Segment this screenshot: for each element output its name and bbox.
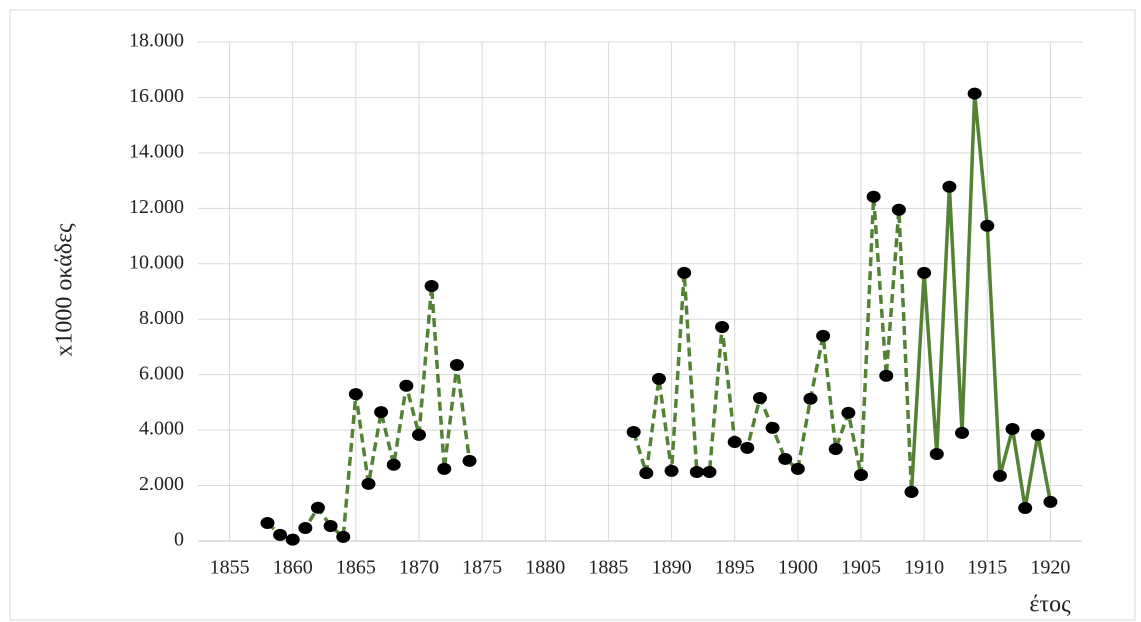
marker [715, 320, 730, 333]
marker [336, 530, 351, 543]
marker [929, 447, 944, 460]
marker [310, 501, 325, 514]
marker [437, 462, 452, 475]
y-tick-label: 2.000 [139, 473, 184, 495]
y-axis-label: x1000 οκάδες [52, 223, 78, 357]
y-tick-label: 4.000 [139, 418, 184, 440]
line [909, 93, 1053, 509]
marker [904, 485, 919, 498]
marker [626, 426, 641, 439]
x-tick-label: 1880 [525, 557, 565, 579]
x-tick-label: 1860 [273, 557, 313, 579]
marker [765, 421, 780, 434]
frame [9, 9, 1136, 621]
marker [285, 533, 300, 546]
x-tick-label: 1870 [399, 557, 439, 579]
marker [689, 465, 704, 478]
x-tick-label: 1910 [904, 557, 944, 579]
marker [677, 266, 692, 279]
marker [866, 190, 881, 203]
marker [828, 442, 843, 455]
marker [992, 469, 1007, 482]
marker [967, 87, 982, 100]
marker [854, 469, 868, 482]
marker [891, 203, 906, 216]
x-tick-label: 1900 [778, 557, 818, 579]
x-tick-label: 1855 [210, 557, 250, 579]
marker [412, 428, 426, 441]
marker [664, 464, 679, 477]
x-tick-label: 1865 [336, 557, 376, 579]
x-tick-label: 1890 [652, 557, 692, 579]
marker [727, 436, 742, 449]
marker [778, 452, 793, 465]
x-tick-label: 1875 [462, 557, 502, 579]
marker [651, 372, 666, 385]
marker [879, 369, 894, 382]
marker [1030, 428, 1045, 441]
marker [1018, 502, 1033, 515]
marker [374, 406, 389, 419]
marker [1005, 423, 1020, 436]
marker [942, 180, 957, 193]
marker [348, 388, 363, 401]
marker [273, 528, 288, 541]
marker [462, 454, 477, 467]
y-tick-label: 16.000 [129, 85, 184, 107]
marker [980, 219, 995, 232]
marker [803, 392, 818, 405]
marker [361, 477, 376, 490]
x-tick-label: 1885 [588, 557, 628, 579]
marker [955, 426, 970, 439]
marker [639, 467, 654, 480]
marker [449, 358, 464, 371]
marker [752, 391, 767, 404]
marker [399, 379, 414, 392]
marker [841, 406, 856, 419]
x-tick-label: 1895 [715, 557, 755, 579]
x-tick-label: 1920 [1030, 557, 1070, 579]
x-tick-label: 1905 [841, 557, 881, 579]
y-tick-label: 0 [174, 529, 184, 551]
marker [298, 521, 313, 534]
x-tick-label: 1915 [967, 557, 1007, 579]
marker [790, 462, 805, 475]
y-tick-label: 6.000 [139, 362, 184, 384]
marker [1043, 495, 1058, 508]
y-tick-label: 18.000 [129, 30, 184, 52]
marker [260, 516, 275, 529]
y-tick-label: 14.000 [129, 140, 184, 162]
marker [424, 279, 439, 292]
y-tick-label: 10.000 [129, 251, 184, 273]
marker [917, 266, 932, 279]
y-tick-label: 12.000 [129, 196, 184, 218]
y-tick-label: 8.000 [139, 307, 184, 329]
marker [386, 458, 401, 471]
marker [323, 520, 338, 533]
marker [740, 441, 755, 454]
marker [702, 465, 717, 478]
marker [816, 329, 831, 342]
x-axis-label: έτος [1029, 592, 1071, 618]
